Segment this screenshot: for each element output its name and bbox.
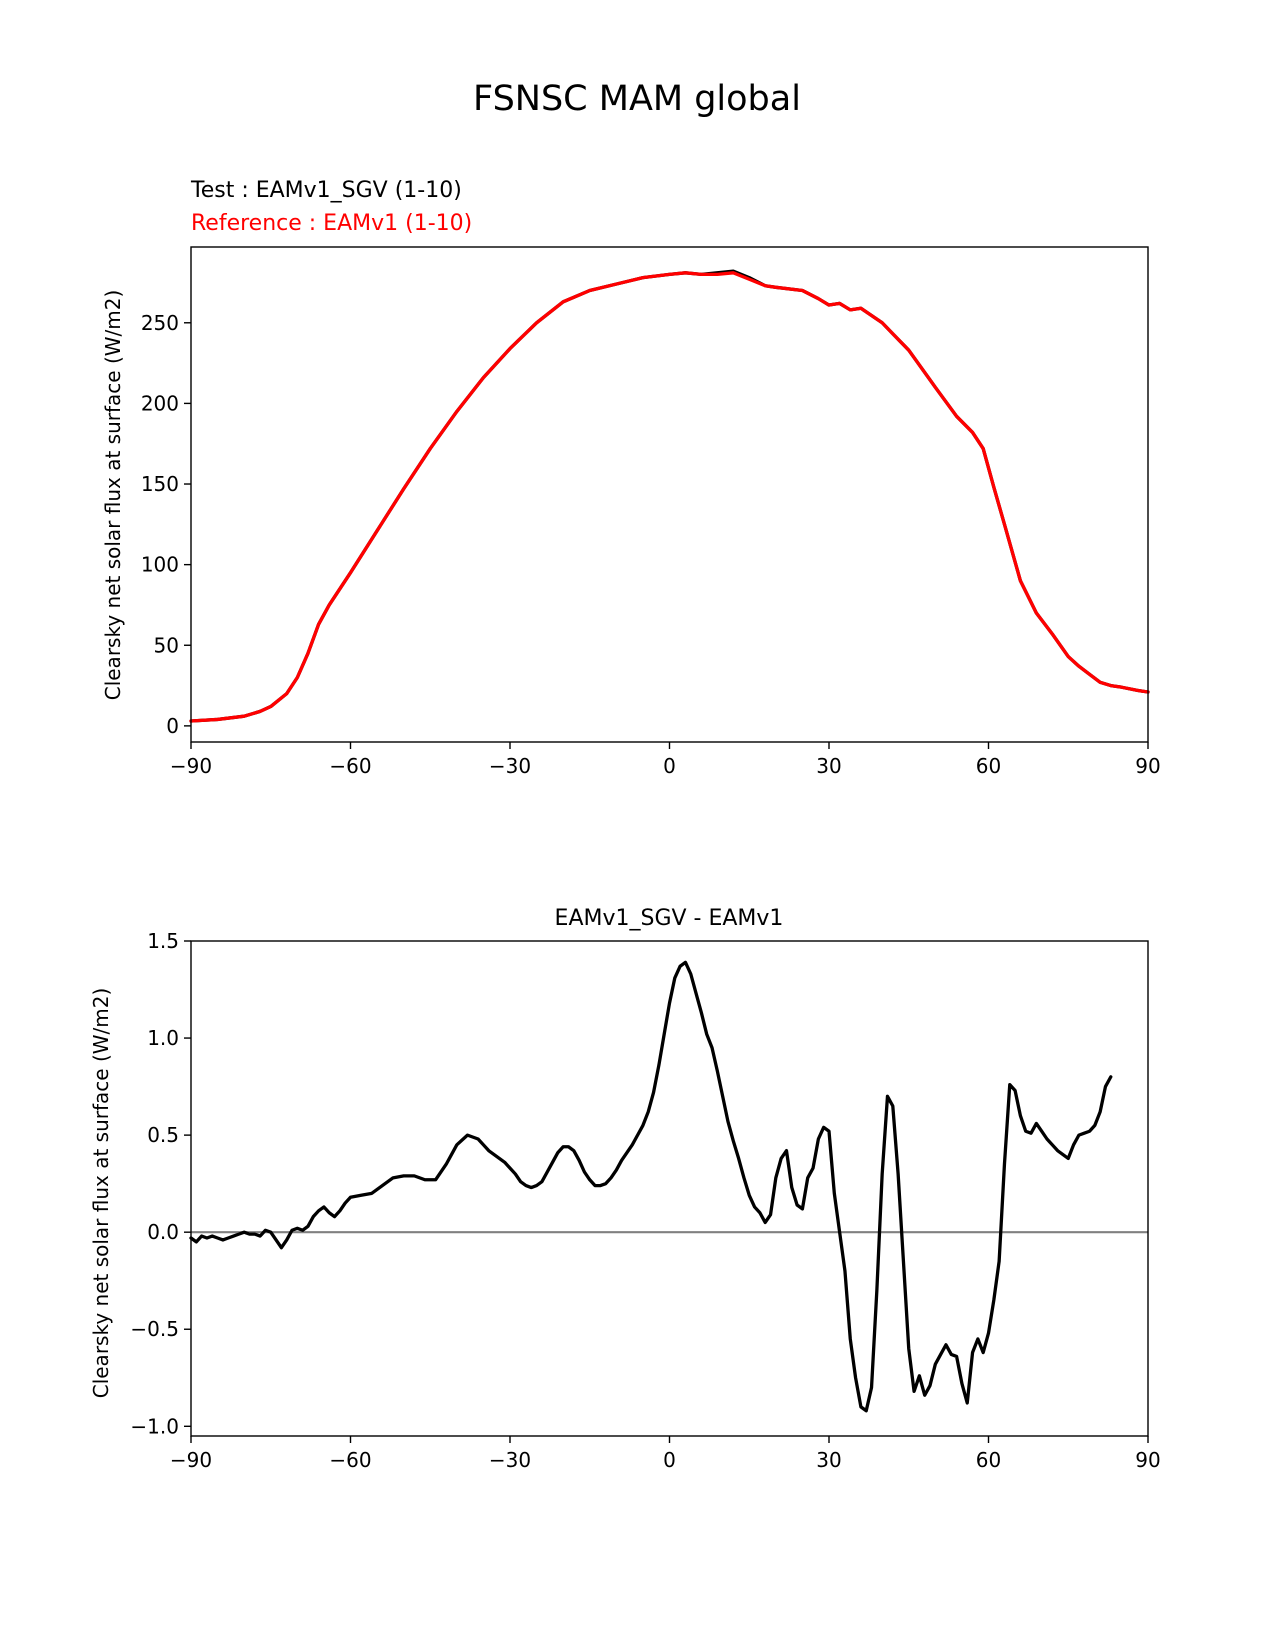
top-y-tick-label: 50 <box>154 633 179 657</box>
bottom-y-tick-label: 0.0 <box>147 1220 179 1244</box>
bottom-y-tick-label: 1.5 <box>147 929 179 953</box>
bottom-plot-area: −90 −60 −30 0 30 60 90 −1.0 −0.5 0.0 0.5 1.0 1.5 <box>130 929 1160 1472</box>
top-y-tick-label: 200 <box>141 391 179 415</box>
top-x-tick-label: 60 <box>976 754 1001 778</box>
top-y-tick-label: 100 <box>141 553 179 577</box>
top-series-line-1 <box>189 271 1150 723</box>
bottom-x-tick-label: −90 <box>170 1448 212 1472</box>
bottom-x-tick-label: −30 <box>489 1448 531 1472</box>
bottom-y-tick-label: −0.5 <box>130 1317 179 1341</box>
top-y-axis-label: Clearsky net solar flux at surface (W/m2… <box>101 290 125 701</box>
top-plot-area: −90 −60 −30 0 30 60 90 0 50 100 150 200 250 <box>141 246 1161 778</box>
top-x-tick-label: 90 <box>1135 754 1160 778</box>
bottom-panel: EAMv1_SGV - EAMv1 Clearsky net solar flu… <box>89 906 1161 1472</box>
top-x-tick-label: −30 <box>489 754 531 778</box>
top-x-tick-label: 0 <box>663 754 676 778</box>
bottom-y-tick-label: 1.0 <box>147 1026 179 1050</box>
legend-reference-label: Reference : EAMv1 (1-10) <box>191 211 472 236</box>
top-y-tick-label: 150 <box>141 472 179 496</box>
bottom-chart-title: EAMv1_SGV - EAMv1 <box>555 906 784 931</box>
bottom-y-tick-label: −1.0 <box>130 1414 179 1438</box>
figure-title: FSNSC MAM global <box>473 79 801 119</box>
bottom-x-tick-label: 90 <box>1135 1448 1160 1472</box>
top-x-tick-label: −60 <box>329 754 371 778</box>
top-y-tick-label: 250 <box>141 311 179 335</box>
bottom-y-axis-label: Clearsky net solar flux at surface (W/m2… <box>89 988 113 1399</box>
top-x-tick-label: 30 <box>816 754 841 778</box>
top-x-tick-label: −90 <box>170 754 212 778</box>
top-panel: Test : EAMv1_SGV (1-10) Reference : EAMv… <box>101 178 1161 778</box>
bottom-y-tick-label: 0.5 <box>147 1123 179 1147</box>
bottom-x-tick-label: 30 <box>816 1448 841 1472</box>
legend-test-label: Test : EAMv1_SGV (1-10) <box>190 178 462 203</box>
bottom-x-tick-label: 60 <box>976 1448 1001 1472</box>
top-y-tick-label: 0 <box>166 714 179 738</box>
bottom-x-tick-label: −60 <box>329 1448 371 1472</box>
bottom-x-tick-label: 0 <box>663 1448 676 1472</box>
bottom-series-line-0 <box>189 960 1113 1413</box>
